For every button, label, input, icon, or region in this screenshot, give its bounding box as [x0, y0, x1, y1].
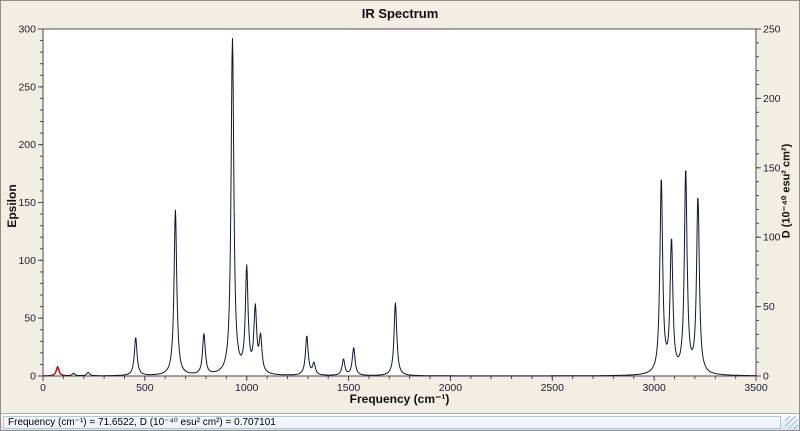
svg-text:0: 0 — [40, 382, 46, 394]
svg-text:2000: 2000 — [439, 382, 463, 394]
svg-text:100: 100 — [18, 255, 36, 267]
svg-text:2500: 2500 — [541, 382, 565, 394]
svg-text:50: 50 — [763, 301, 775, 313]
svg-text:1500: 1500 — [337, 382, 361, 394]
svg-text:200: 200 — [18, 139, 36, 151]
svg-text:1000: 1000 — [235, 382, 259, 394]
svg-text:150: 150 — [18, 197, 36, 209]
selected-peak-marker — [49, 366, 66, 377]
svg-text:250: 250 — [763, 24, 781, 36]
chart-title: IR Spectrum — [361, 6, 439, 21]
x-axis-label: Frequency (cm⁻¹) — [349, 392, 450, 406]
svg-text:500: 500 — [136, 382, 154, 394]
ir-spectrum-chart[interactable]: IR Spectrum Epsilon D (10⁻⁴⁰ esu² cm²) F… — [1, 1, 799, 413]
status-readout: Frequency (cm⁻¹) = 71.6522, D (10⁻⁴⁰ esu… — [3, 415, 781, 429]
svg-text:150: 150 — [763, 162, 781, 174]
status-bar: Frequency (cm⁻¹) = 71.6522, D (10⁻⁴⁰ esu… — [1, 413, 799, 430]
svg-text:200: 200 — [763, 93, 781, 105]
svg-text:0: 0 — [763, 371, 769, 383]
svg-text:300: 300 — [18, 24, 36, 36]
svg-text:50: 50 — [24, 313, 36, 325]
svg-text:3000: 3000 — [642, 382, 666, 394]
spectrum-plot[interactable]: 0 500 1000 1500 2000 2500 3000 3500050100150200… — [1, 1, 800, 415]
svg-text:0: 0 — [30, 371, 36, 383]
svg-text:100: 100 — [763, 232, 781, 244]
svg-text:250: 250 — [18, 81, 36, 93]
resize-grip[interactable] — [785, 416, 798, 429]
svg-text:3500: 3500 — [744, 382, 768, 394]
